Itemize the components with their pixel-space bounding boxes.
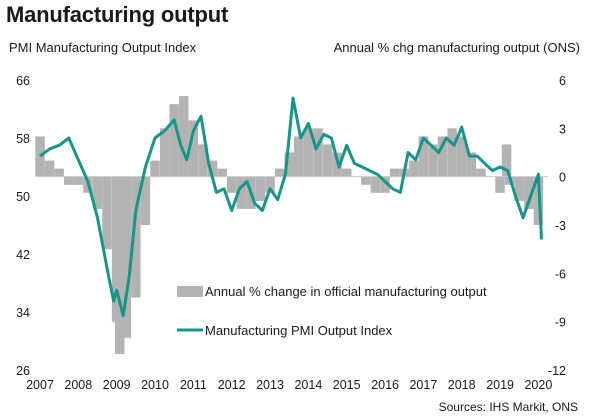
bar-6 <box>92 176 103 209</box>
left-tick-label: 66 <box>16 74 30 88</box>
bar-52 <box>514 176 524 201</box>
x-tick-label: 2008 <box>64 378 92 392</box>
left-tick-label: 42 <box>16 248 30 262</box>
bar-27 <box>284 152 294 177</box>
bar-41 <box>418 136 429 177</box>
x-tick-label: 2012 <box>218 378 246 392</box>
right-tick-label: -12 <box>548 364 566 378</box>
left-axis-ticks: 66 58 50 42 34 26 <box>16 74 30 378</box>
bar-24 <box>255 176 266 201</box>
right-tick-label: -3 <box>555 219 566 233</box>
x-tick-label: 2010 <box>141 378 169 392</box>
bar-3 <box>64 176 74 185</box>
right-tick-label: 3 <box>559 122 566 136</box>
bar-33 <box>342 168 352 177</box>
bar-17 <box>188 120 199 177</box>
bar-19 <box>207 160 218 177</box>
x-tick-label: 2016 <box>371 378 399 392</box>
x-tick-label: 2015 <box>333 378 361 392</box>
right-axis-ticks: 6 3 0 -3 -6 -9 -12 <box>548 74 566 378</box>
bar-26 <box>274 168 285 177</box>
bar-18 <box>198 144 208 177</box>
left-tick-label: 26 <box>16 364 30 378</box>
right-tick-label: -6 <box>555 267 566 281</box>
bar-40 <box>409 160 419 177</box>
bar-31 <box>322 144 333 177</box>
bar-28 <box>294 136 304 177</box>
bar-25 <box>265 176 275 193</box>
bar-15 <box>169 104 179 177</box>
x-tick-label: 2013 <box>256 378 284 392</box>
bar-2 <box>54 168 64 177</box>
bar-30 <box>313 128 323 177</box>
bar-13 <box>150 160 160 177</box>
bar-14 <box>159 128 170 177</box>
bar-9 <box>115 176 125 354</box>
bar-36 <box>370 176 381 193</box>
legend-bar-label: Annual % change in official manufacturin… <box>205 284 487 299</box>
legend-bar-swatch <box>177 286 203 297</box>
bar-37 <box>380 176 390 193</box>
x-axis-ticks: 2007 2008 2009 2010 2011 2012 2013 2014 2015 2016… <box>26 378 552 392</box>
bar-38 <box>389 168 400 177</box>
source-note: Sources: IHS Markit, ONS <box>439 400 578 414</box>
chart-title: Manufacturing output <box>6 2 229 27</box>
bar-12 <box>140 176 151 225</box>
left-tick-label: 34 <box>16 306 30 320</box>
left-tick-label: 50 <box>16 190 30 204</box>
right-tick-label: 6 <box>559 74 566 88</box>
x-tick-label: 2011 <box>180 378 207 392</box>
pmi-line <box>39 96 543 318</box>
left-tick-label: 58 <box>16 132 30 146</box>
right-axis-label: Annual % chg manufacturing output (ONS) <box>334 40 580 55</box>
bar-44 <box>447 128 457 177</box>
bar-53 <box>524 176 534 209</box>
bar-22 <box>236 176 246 209</box>
bar-42 <box>428 144 438 177</box>
bar-7 <box>102 176 112 250</box>
bar-43 <box>437 136 448 177</box>
x-tick-label: 2019 <box>486 378 514 392</box>
x-tick-label: 2007 <box>26 378 54 392</box>
bar-21 <box>226 176 237 193</box>
legend: Annual % change in official manufacturin… <box>177 284 487 338</box>
bar-20 <box>217 168 227 177</box>
bar-47 <box>476 168 486 177</box>
right-tick-label: -9 <box>555 316 566 330</box>
bar-49 <box>495 176 505 193</box>
left-axis-label: PMI Manufacturing Output Index <box>9 40 197 55</box>
bar-35 <box>361 176 371 185</box>
x-tick-label: 2020 <box>524 378 552 392</box>
bar-10 <box>121 176 131 338</box>
x-tick-label: 2014 <box>294 378 322 392</box>
bar-11 <box>131 176 141 298</box>
bar-50 <box>501 144 512 177</box>
bar-4 <box>73 176 84 185</box>
bar-45 <box>457 136 467 177</box>
right-tick-label: 0 <box>559 171 566 185</box>
bar-46 <box>466 152 477 177</box>
bar-1 <box>44 160 55 177</box>
x-tick-label: 2018 <box>448 378 476 392</box>
bar-16 <box>179 96 189 177</box>
legend-line-label: Manufacturing PMI Output Index <box>205 323 393 338</box>
bar-29 <box>303 128 314 177</box>
bar-0 <box>35 136 45 177</box>
x-tick-label: 2009 <box>103 378 131 392</box>
x-tick-label: 2017 <box>409 378 437 392</box>
